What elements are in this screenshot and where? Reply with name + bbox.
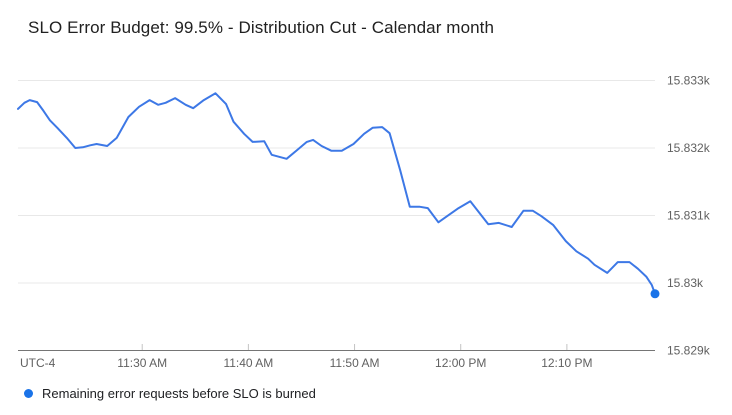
series-line xyxy=(17,92,656,295)
legend-label: Remaining error requests before SLO is b… xyxy=(42,386,316,401)
utc-offset-label: UTC-4 xyxy=(20,356,56,370)
x-axis-label: 11:40 AM xyxy=(223,356,273,370)
y-axis-label: 15.83k xyxy=(667,276,704,290)
x-axis-label: 12:00 PM xyxy=(435,356,486,370)
x-axis-label: 11:30 AM xyxy=(117,356,167,370)
chart-title: SLO Error Budget: 99.5% - Distribution C… xyxy=(28,18,495,37)
y-axis-label: 15.833k xyxy=(667,74,711,88)
plot-area[interactable] xyxy=(18,67,655,351)
legend-marker-icon xyxy=(24,389,33,398)
x-axis-label: 11:50 AM xyxy=(330,356,380,370)
series-end-point-marker xyxy=(650,289,660,299)
y-axis-label: 15.832k xyxy=(667,141,711,155)
y-axis-label: 15.829k xyxy=(667,344,711,358)
chart-legend[interactable]: Remaining error requests before SLO is b… xyxy=(24,386,316,401)
y-axis-label: 15.831k xyxy=(667,209,711,223)
x-axis-label: 12:10 PM xyxy=(541,356,592,370)
